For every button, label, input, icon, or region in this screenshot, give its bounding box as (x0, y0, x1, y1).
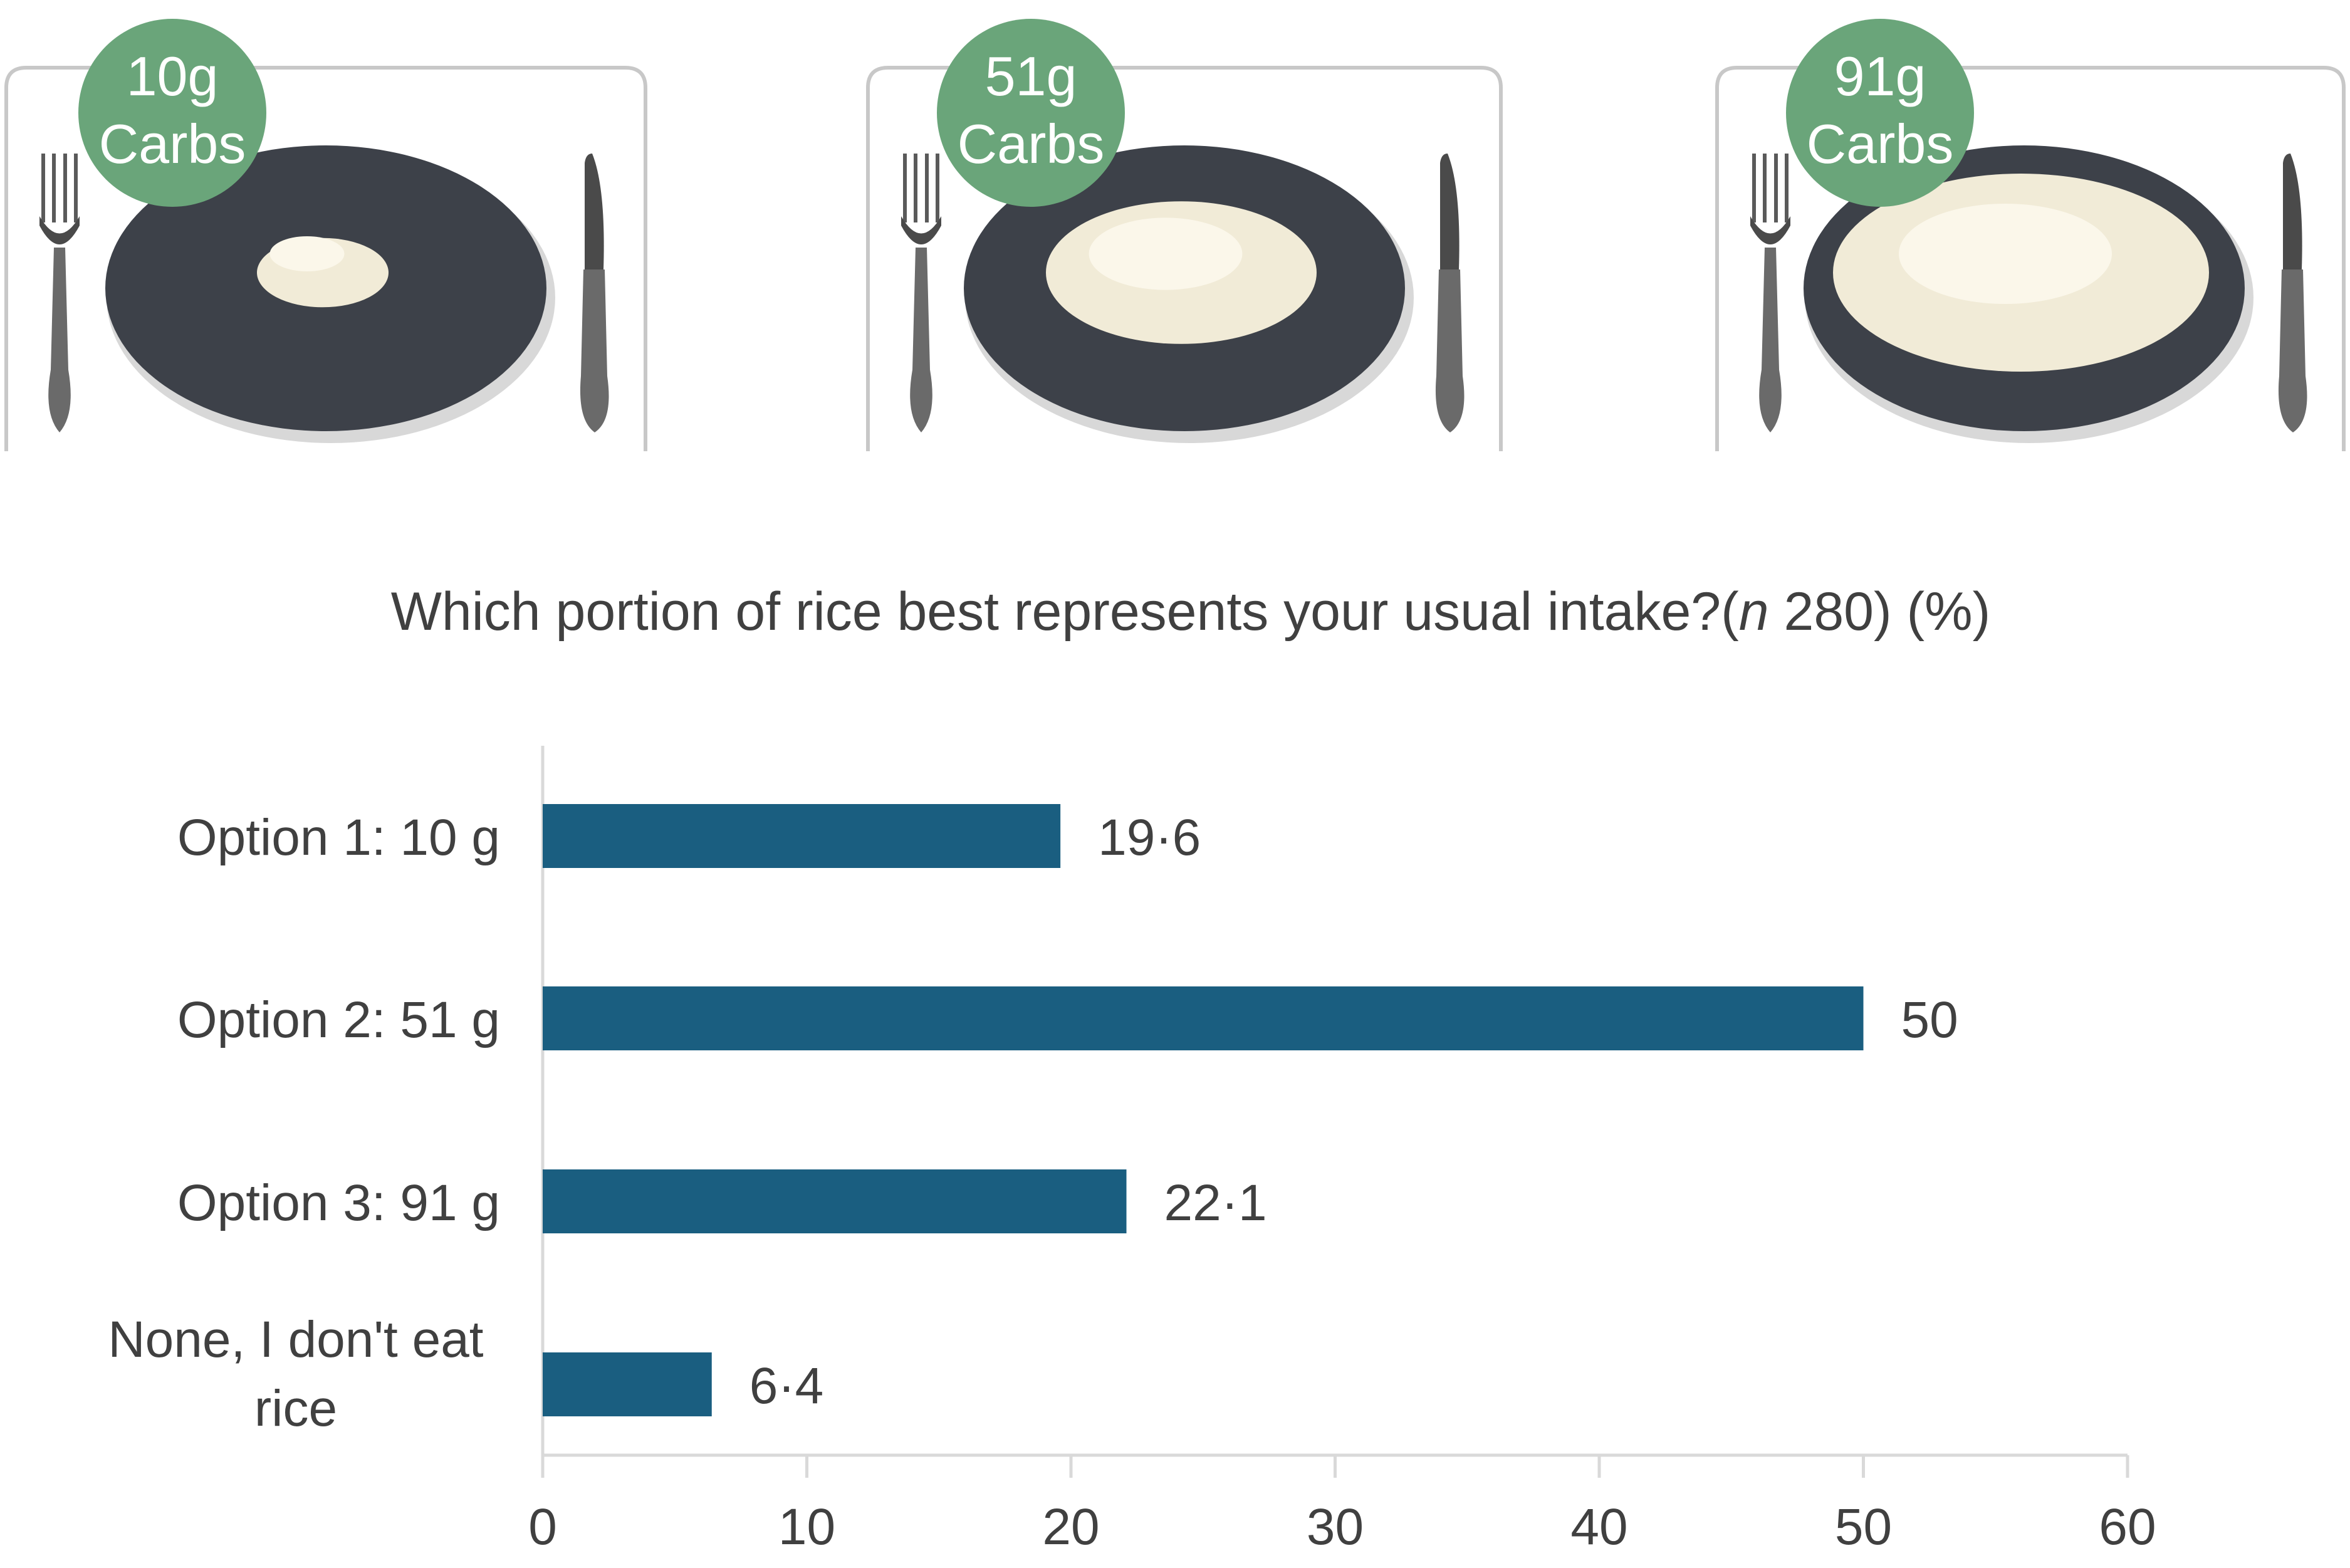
category-label-line: rice (254, 1380, 337, 1437)
rice-highlight (269, 236, 345, 271)
carbs-badge-amount: 51g (985, 45, 1077, 107)
carbs-badge-amount: 91g (1834, 45, 1926, 107)
x-tick-label: 10 (778, 1498, 835, 1555)
knife-icon (1435, 154, 1465, 432)
bar-value-label: 50 (1901, 991, 1958, 1048)
rice-highlight (1089, 217, 1243, 290)
category-label: Option 1: 10 g (177, 809, 500, 866)
carbs-badge (1786, 19, 1974, 207)
carbs-badge (937, 19, 1125, 207)
x-tick-label: 20 (1042, 1498, 1099, 1555)
carbs-badge-amount: 10g (127, 45, 219, 107)
x-tick-label: 40 (1570, 1498, 1627, 1555)
bar (543, 986, 1864, 1050)
bar (543, 1352, 712, 1416)
bar-value-label: 6·4 (749, 1357, 824, 1414)
bar-value-label: 19·6 (1098, 809, 1201, 866)
chart-title: Which portion of rice best represents yo… (391, 582, 1991, 642)
category-label: Option 3: 91 g (177, 1174, 500, 1231)
fork-icon (39, 154, 80, 432)
x-tick-label: 0 (528, 1498, 557, 1555)
bar (543, 804, 1061, 868)
category-label-line: None, I don't eat (108, 1311, 483, 1368)
carbs-badge (78, 19, 266, 207)
chart-title-rest: 280) (%) (1769, 582, 1991, 642)
knife-icon (2278, 154, 2307, 432)
x-tick-label: 50 (1835, 1498, 1892, 1555)
category-label: None, I don't eat rice (108, 1311, 483, 1437)
category-label: Option 2: 51 g (177, 991, 500, 1048)
x-tick-label: 60 (2099, 1498, 2156, 1555)
chart-title-main: Which portion of rice best represents yo… (391, 582, 1739, 642)
chart-title-n: n (1739, 582, 1769, 642)
carbs-badge-unit: Carbs (958, 113, 1105, 175)
carbs-badge-unit: Carbs (1807, 113, 1954, 175)
bar-value-label: 22·1 (1164, 1174, 1267, 1231)
fork-icon (901, 154, 941, 432)
x-tick-label: 30 (1307, 1498, 1364, 1555)
bar (543, 1169, 1127, 1233)
carbs-badge-unit: Carbs (99, 113, 246, 175)
fork-icon (1750, 154, 1790, 432)
knife-icon (580, 154, 609, 432)
rice-highlight (1899, 204, 2112, 304)
